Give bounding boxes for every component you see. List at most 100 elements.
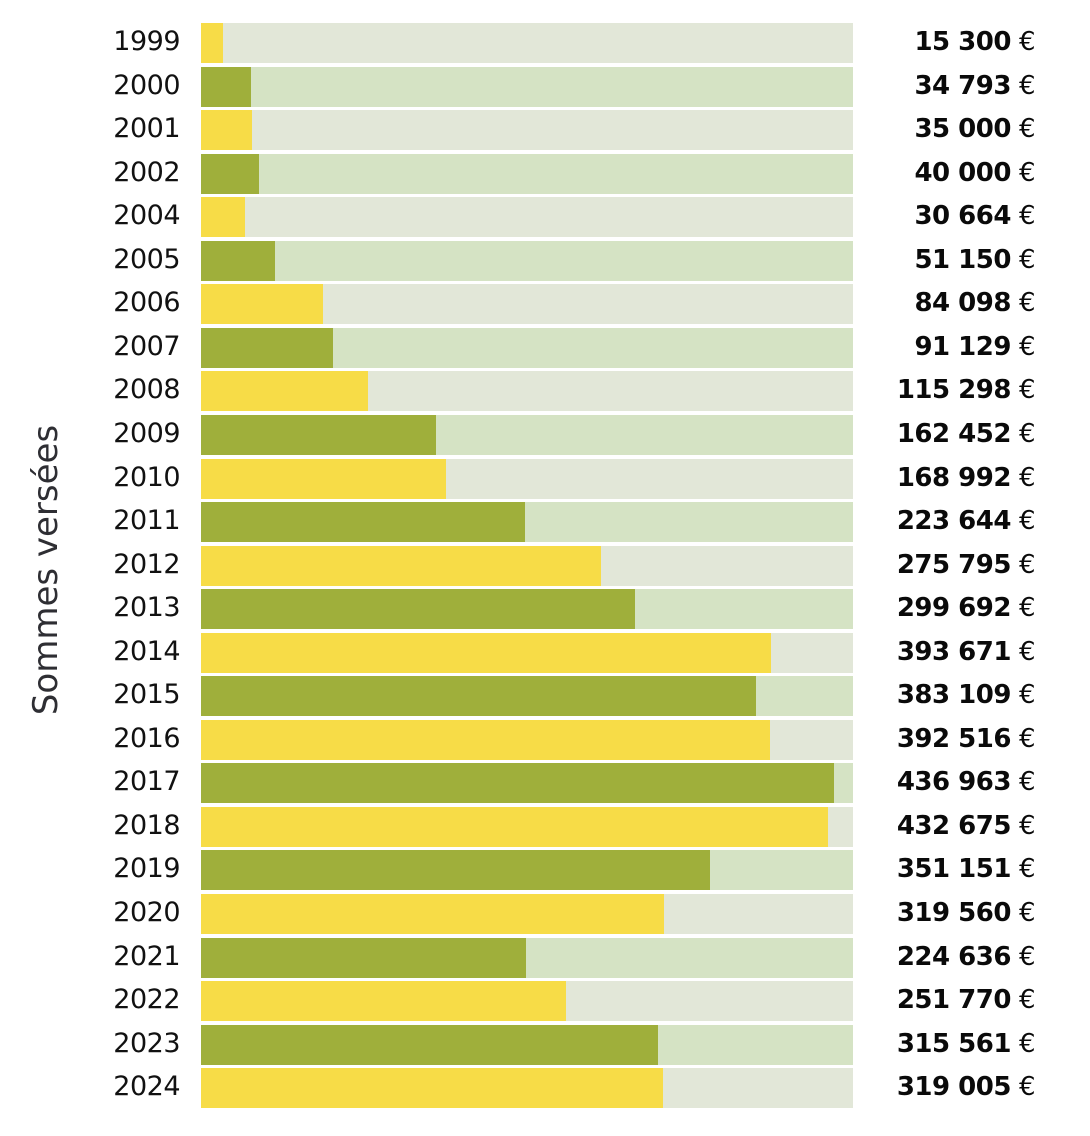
bar-2010 xyxy=(201,458,446,499)
bar-track xyxy=(201,414,853,455)
euro-symbol: € xyxy=(1018,331,1036,362)
bar-track xyxy=(201,197,853,238)
value-number: 299 692 xyxy=(896,593,1012,624)
value-label: 393 671 € xyxy=(850,636,1036,667)
bar-track xyxy=(201,981,853,1022)
value-number: 35 000 xyxy=(914,114,1011,145)
value-label: 35 000 € xyxy=(850,114,1035,144)
value-label: 91 129 € xyxy=(850,332,1035,362)
category-label: 2021 xyxy=(113,940,180,972)
category-label: 2006 xyxy=(113,287,180,319)
euro-symbol: € xyxy=(1018,244,1036,275)
bar-2022 xyxy=(201,981,566,1022)
category-label: 2002 xyxy=(113,156,180,188)
bar-2004 xyxy=(201,197,246,238)
euro-symbol: € xyxy=(1018,157,1036,188)
value-number: 30 664 xyxy=(914,201,1011,232)
bar-2014 xyxy=(201,632,772,673)
category-label: 2010 xyxy=(113,461,180,493)
value-number: 34 793 xyxy=(914,70,1011,101)
bar-track xyxy=(201,327,853,368)
euro-symbol: € xyxy=(1018,375,1036,406)
category-label: 2016 xyxy=(113,722,180,754)
value-label: 432 675 € xyxy=(850,810,1036,841)
category-label: 2008 xyxy=(113,374,180,406)
value-label: 351 151 € xyxy=(850,854,1036,885)
category-label: 2023 xyxy=(113,1027,180,1059)
value-label: 275 795 € xyxy=(850,549,1036,580)
category-label: 2014 xyxy=(113,635,180,667)
euro-symbol: € xyxy=(1018,636,1036,667)
category-label: 2012 xyxy=(113,548,180,580)
bar-2016 xyxy=(201,719,770,760)
value-number: 432 675 xyxy=(896,810,1012,841)
bar-track xyxy=(201,937,853,978)
bar-track xyxy=(201,66,853,107)
euro-symbol: € xyxy=(1018,1072,1036,1103)
bar-2023 xyxy=(201,1024,659,1065)
category-label: 2004 xyxy=(113,200,180,232)
bar-track xyxy=(201,110,853,151)
bar-track xyxy=(201,894,853,934)
bar-track xyxy=(201,240,853,281)
value-label: 115 298 € xyxy=(850,375,1036,406)
bar-2017 xyxy=(201,763,835,804)
category-label: 2001 xyxy=(113,113,180,145)
euro-symbol: € xyxy=(1018,1028,1036,1059)
euro-symbol: € xyxy=(1018,941,1036,972)
euro-symbol: € xyxy=(1018,593,1036,624)
bar-track xyxy=(201,502,853,543)
bar-2005 xyxy=(201,240,276,281)
value-number: 224 636 xyxy=(896,941,1012,972)
category-label: 2005 xyxy=(113,243,180,275)
category-label: 2011 xyxy=(113,505,180,537)
bar-2020 xyxy=(201,894,664,934)
value-label: 383 109 € xyxy=(850,680,1036,711)
euro-symbol: € xyxy=(1018,680,1036,711)
value-number: 84 098 xyxy=(914,288,1011,319)
bar-2001 xyxy=(201,110,252,151)
value-number: 351 151 xyxy=(896,854,1012,885)
bar-track xyxy=(201,458,853,499)
bar-track xyxy=(201,850,853,891)
bar-2000 xyxy=(201,66,252,107)
euro-symbol: € xyxy=(1018,854,1036,885)
euro-symbol: € xyxy=(1018,70,1036,101)
bar-track xyxy=(201,545,853,586)
bar-2006 xyxy=(201,284,323,325)
value-number: 251 770 xyxy=(896,985,1012,1016)
value-number: 223 644 xyxy=(896,506,1012,537)
euro-symbol: € xyxy=(1018,723,1036,754)
category-label: 2007 xyxy=(113,330,180,362)
bar-2013 xyxy=(201,589,636,630)
bar-2024 xyxy=(201,1068,664,1109)
value-number: 392 516 xyxy=(896,723,1012,754)
bar-track xyxy=(201,284,853,325)
euro-symbol: € xyxy=(1018,985,1036,1016)
category-label: 2022 xyxy=(113,984,180,1016)
value-label: 392 516 € xyxy=(850,723,1036,754)
value-number: 275 795 xyxy=(896,549,1012,580)
euro-symbol: € xyxy=(1018,549,1036,580)
bar-track xyxy=(201,763,853,804)
bar-2018 xyxy=(201,806,828,847)
bar-track xyxy=(201,589,853,630)
bar-2009 xyxy=(201,414,437,455)
value-number: 168 992 xyxy=(896,462,1012,493)
bar-2019 xyxy=(201,850,710,891)
category-label: 2020 xyxy=(113,897,180,928)
bar-2015 xyxy=(201,676,757,717)
category-label: 2009 xyxy=(113,417,180,449)
euro-symbol: € xyxy=(1018,288,1036,319)
bar-track xyxy=(201,1068,853,1109)
value-label: 436 963 € xyxy=(850,767,1036,797)
bar-track xyxy=(201,806,853,847)
bar-track xyxy=(201,676,853,717)
bar-track xyxy=(201,23,853,63)
euro-symbol: € xyxy=(1018,201,1036,232)
bar-track xyxy=(201,632,853,673)
value-label: 15 300 € xyxy=(850,27,1035,57)
category-label: 2024 xyxy=(113,1071,180,1103)
value-number: 15 300 xyxy=(914,27,1011,57)
